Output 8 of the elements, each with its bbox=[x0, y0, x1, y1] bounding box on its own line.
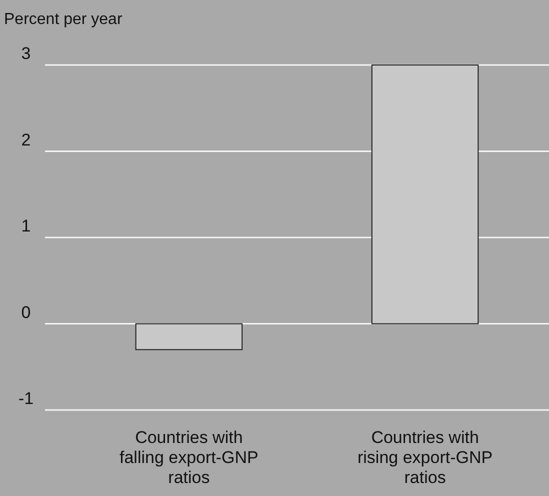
x-tick-label: Countries with falling export-GNP ratios bbox=[120, 428, 258, 487]
y-tick-label: 1 bbox=[21, 216, 31, 236]
y-tick-label: 3 bbox=[21, 44, 31, 63]
y-axis-title: Percent per year bbox=[4, 11, 123, 28]
y-tick-label: 0 bbox=[21, 302, 31, 322]
y-tick-label: 2 bbox=[21, 130, 31, 150]
x-tick-label: Countries with rising export-GNP ratios bbox=[357, 428, 493, 487]
y-tick-label: -1 bbox=[18, 389, 34, 408]
